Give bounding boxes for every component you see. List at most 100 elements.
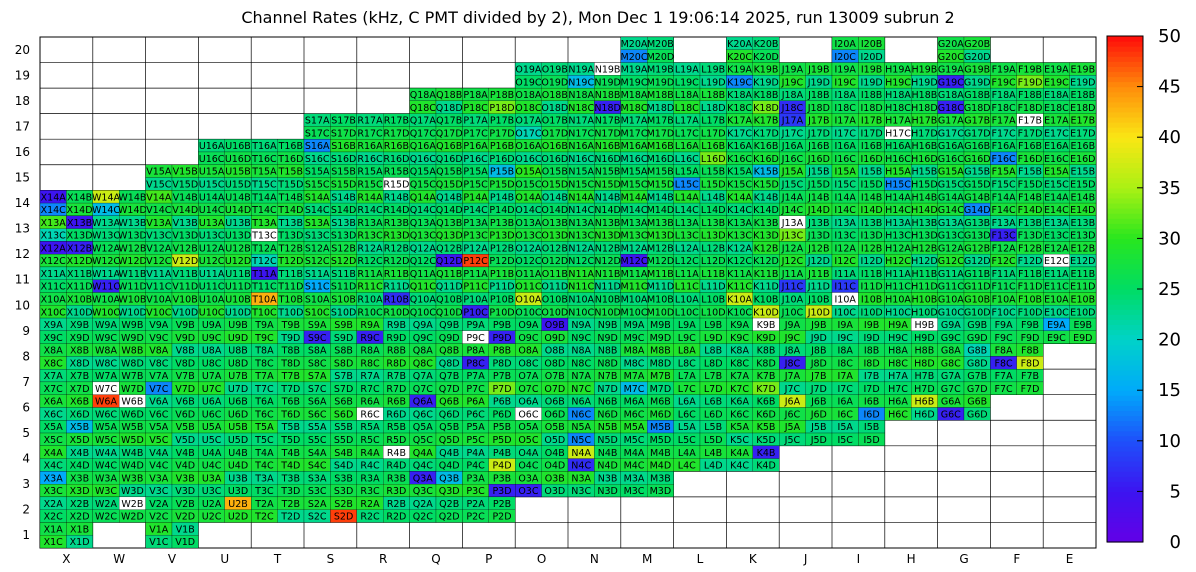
pmt-cell-label: W5A bbox=[95, 422, 117, 433]
pmt-cell-label: W8C bbox=[95, 358, 117, 369]
pmt-cell-label: T12B bbox=[278, 243, 303, 254]
pmt-cell-label: N12A bbox=[568, 243, 594, 254]
pmt-cell-label: N4A bbox=[571, 448, 591, 459]
pmt-cell-label: O5D bbox=[544, 435, 565, 446]
pmt-cell-label: K4D bbox=[756, 461, 776, 472]
pmt-cell-label: R10C bbox=[357, 307, 383, 318]
pmt-cell-label: R17A bbox=[357, 116, 383, 127]
color-scale-label: 50 bbox=[1158, 26, 1181, 47]
pmt-cell-label: E12D bbox=[1070, 256, 1095, 267]
pmt-cell-label: N14C bbox=[568, 205, 594, 216]
pmt-cell-label: J18B bbox=[807, 90, 829, 101]
pmt-cell-label: V2B bbox=[176, 499, 195, 510]
x-tick-label: E bbox=[1066, 552, 1074, 566]
pmt-cell-label: Q15D bbox=[436, 180, 463, 191]
pmt-cell-label: M3A bbox=[624, 473, 645, 484]
pmt-cell-label: G16B bbox=[964, 141, 990, 152]
pmt-cell-label: W12A bbox=[92, 243, 120, 254]
x-tick-label: R bbox=[379, 552, 387, 566]
pmt-cell-label: E15A bbox=[1044, 167, 1069, 178]
pmt-cell-label: L6C bbox=[678, 409, 696, 420]
pmt-cell-label: T5B bbox=[281, 422, 300, 433]
color-scale-band bbox=[1107, 243, 1143, 250]
pmt-cell-label: E10C bbox=[1044, 307, 1069, 318]
pmt-cell-label: F16B bbox=[1018, 141, 1042, 152]
pmt-cell-label: Q14B bbox=[436, 192, 462, 203]
pmt-cell-label: F15A bbox=[992, 167, 1017, 178]
pmt-cell-label: N8A bbox=[571, 346, 591, 357]
x-tick-label: J bbox=[803, 552, 808, 566]
pmt-cell-label: T4A bbox=[254, 448, 274, 459]
pmt-cell-label: S15D bbox=[331, 180, 356, 191]
pmt-cell-label: E9D bbox=[1073, 333, 1092, 344]
pmt-cell-label: G19D bbox=[964, 77, 991, 88]
pmt-cell-label: H12C bbox=[885, 256, 911, 267]
pmt-cell-label: V8A bbox=[149, 346, 169, 357]
pmt-cell-label: U11A bbox=[199, 269, 225, 280]
pmt-cell-label: M9C bbox=[624, 333, 645, 344]
pmt-cell-label: T7A bbox=[254, 371, 274, 382]
pmt-cell-label: V7C bbox=[149, 384, 169, 395]
pmt-cell-label: N11C bbox=[568, 282, 594, 293]
pmt-cell-label: J10B bbox=[807, 294, 829, 305]
pmt-cell-label: K17A bbox=[727, 116, 752, 127]
pmt-cell-label: U10C bbox=[199, 307, 225, 318]
pmt-cell-label: E16C bbox=[1044, 154, 1069, 165]
pmt-cell-label: W12B bbox=[118, 243, 146, 254]
pmt-cell-label: G10A bbox=[938, 294, 964, 305]
pmt-cell-label: M15A bbox=[621, 167, 648, 178]
pmt-cell-label: N9A bbox=[571, 320, 591, 331]
pmt-cell-label: U4C bbox=[202, 461, 222, 472]
pmt-cell-label: I13A bbox=[835, 218, 857, 229]
pmt-cell-label: F15D bbox=[1018, 180, 1043, 191]
pmt-cell-label: G18D bbox=[964, 103, 991, 114]
pmt-cell-label: M16D bbox=[647, 154, 675, 165]
pmt-cell-label: Q16D bbox=[436, 154, 463, 165]
pmt-cell-label: E19B bbox=[1070, 65, 1095, 76]
pmt-cell-label: F12B bbox=[1018, 243, 1042, 254]
pmt-cell-label: J6C bbox=[784, 409, 801, 420]
pmt-cell-label: H11B bbox=[912, 269, 938, 280]
color-scale-band bbox=[1107, 228, 1143, 234]
pmt-cell-label: R8D bbox=[386, 358, 406, 369]
pmt-cell-label: J15B bbox=[807, 167, 829, 178]
pmt-cell-label: K8C bbox=[730, 358, 749, 369]
pmt-cell-label: H15A bbox=[885, 167, 911, 178]
pmt-cell-label: L5B bbox=[704, 422, 722, 433]
pmt-cell-label: U3C bbox=[202, 486, 222, 497]
pmt-cell-label: T8D bbox=[280, 358, 300, 369]
pmt-cell-label: Q17B bbox=[436, 116, 462, 127]
color-scale-band bbox=[1107, 101, 1143, 108]
pmt-cell-label: K9B bbox=[757, 320, 776, 331]
pmt-cell-label: J11C bbox=[781, 282, 804, 293]
pmt-cell-label: M8C bbox=[624, 358, 645, 369]
pmt-cell-label: P18D bbox=[489, 103, 514, 114]
color-scale-band bbox=[1107, 359, 1143, 366]
pmt-cell-label: X14C bbox=[41, 205, 67, 216]
pmt-cell-label: L12A bbox=[675, 243, 699, 254]
pmt-cell-label: V9C bbox=[149, 333, 169, 344]
pmt-cell-label: M14B bbox=[647, 192, 674, 203]
pmt-cell-label: V3A bbox=[149, 473, 169, 484]
pmt-cell-label: G17C bbox=[938, 128, 964, 139]
pmt-cell-label: J6D bbox=[810, 409, 827, 420]
pmt-cell-label: Q18C bbox=[410, 103, 437, 114]
pmt-cell-label: E18A bbox=[1044, 90, 1069, 101]
pmt-cell-label: F9B bbox=[1021, 320, 1039, 331]
pmt-cell-label: M18B bbox=[647, 90, 674, 101]
pmt-cell-label: X7C bbox=[44, 384, 64, 395]
pmt-cell-label: J13D bbox=[807, 231, 830, 242]
pmt-cell-label: P5A bbox=[466, 422, 485, 433]
pmt-cell-label: S5A bbox=[308, 422, 327, 433]
pmt-cell-label: N18A bbox=[568, 90, 594, 101]
x-tick-label: G bbox=[959, 552, 968, 566]
pmt-cell-label: Q7B bbox=[439, 371, 459, 382]
color-scale-band bbox=[1107, 91, 1143, 98]
pmt-cell-label: O4B bbox=[545, 448, 565, 459]
pmt-cell-label: X3B bbox=[70, 473, 89, 484]
pmt-cell-label: N18B bbox=[595, 90, 621, 101]
pmt-cell-label: K12D bbox=[753, 256, 779, 267]
pmt-cell-label: N16A bbox=[568, 141, 594, 152]
pmt-cell-label: Q2D bbox=[439, 512, 460, 523]
pmt-cell-label: U12D bbox=[225, 256, 251, 267]
